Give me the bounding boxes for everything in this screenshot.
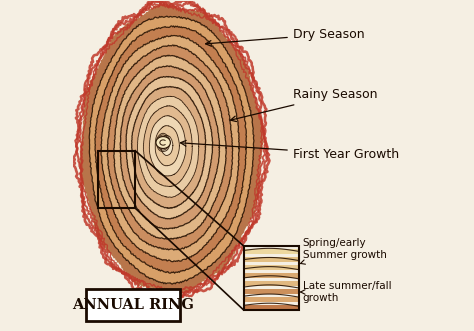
Bar	[244, 257, 300, 262]
Text: Rainy Season: Rainy Season	[230, 88, 377, 121]
Bar	[244, 281, 300, 286]
Bar	[244, 246, 300, 310]
Polygon shape	[143, 106, 192, 187]
Polygon shape	[107, 45, 233, 250]
Bar	[244, 249, 300, 254]
Polygon shape	[126, 76, 213, 219]
Polygon shape	[95, 26, 246, 273]
Bar	[244, 265, 300, 270]
Bar	[98, 151, 135, 208]
Text: Spring/early
Summer growth: Spring/early Summer growth	[300, 238, 386, 264]
Polygon shape	[101, 35, 239, 262]
Polygon shape	[120, 66, 219, 229]
Text: ANNUAL RING: ANNUAL RING	[72, 298, 194, 312]
Polygon shape	[114, 55, 226, 239]
Text: First Year Growth: First Year Growth	[181, 140, 399, 161]
Polygon shape	[156, 137, 170, 148]
Polygon shape	[149, 116, 186, 176]
Polygon shape	[132, 86, 206, 208]
Polygon shape	[155, 125, 180, 166]
Polygon shape	[161, 135, 173, 156]
Text: Late summer/fall
growth: Late summer/fall growth	[300, 281, 391, 303]
Bar	[244, 273, 300, 278]
Bar	[244, 289, 300, 294]
Bar	[86, 289, 180, 321]
Polygon shape	[89, 16, 254, 284]
Bar	[244, 305, 300, 310]
Polygon shape	[79, 3, 264, 295]
Bar	[244, 297, 300, 302]
Polygon shape	[137, 96, 199, 197]
Text: Dry Season: Dry Season	[206, 28, 365, 46]
